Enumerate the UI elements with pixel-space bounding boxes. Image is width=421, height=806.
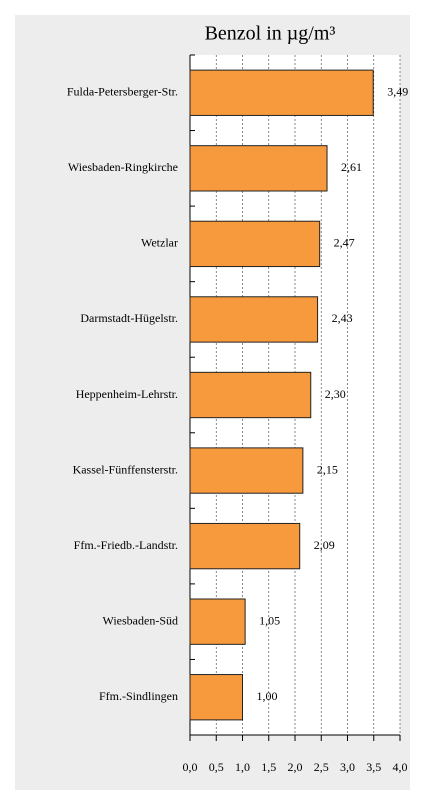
y-tick-label: Kassel-Fünffensterstr. [73,462,178,476]
y-tick-label: Wiesbaden-Süd [103,613,179,627]
bar [189,69,374,116]
bar [189,447,304,494]
value-label: 2,43 [332,311,353,325]
x-tick-label: 2,5 [314,760,329,774]
x-tick-label: 0,5 [209,760,224,774]
bar [189,220,321,268]
y-tick-label: Wiesbaden-Ringkirche [68,160,178,174]
bar [189,598,246,645]
value-label: 2,15 [317,462,338,476]
value-label: 2,30 [325,387,346,401]
value-label: 1,00 [257,689,278,703]
value-label: 1,05 [259,613,280,627]
x-tick-label: 1,5 [261,760,276,774]
x-tick-label: 1,0 [235,760,250,774]
y-tick-label: Heppenheim-Lehrstr. [76,387,178,401]
y-tick-label: Ffm.-Friedb.-Landstr. [74,538,178,552]
bar [189,674,243,721]
value-label: 2,61 [341,160,362,174]
value-label: 2,47 [334,236,355,250]
x-tick-label: 3,5 [366,760,381,774]
y-tick-label: Wetzlar [141,236,178,250]
y-tick-label: Darmstadt-Hügelstr. [80,311,178,325]
x-tick-label: 4,0 [393,760,408,774]
y-tick-label: Ffm.-Sindlingen [99,689,178,703]
bar [189,522,301,570]
bar [189,371,312,419]
bar [189,296,319,343]
chart-title: Benzol in µg/m³ [205,23,336,45]
x-tick-label: 0,0 [183,760,198,774]
value-label: 2,09 [314,538,335,552]
x-tick-label: 2,0 [288,760,303,774]
y-tick-label: Fulda-Petersberger-Str. [67,85,178,99]
bar [189,145,328,192]
x-tick-label: 3,0 [340,760,355,774]
value-label: 3,49 [387,85,408,99]
